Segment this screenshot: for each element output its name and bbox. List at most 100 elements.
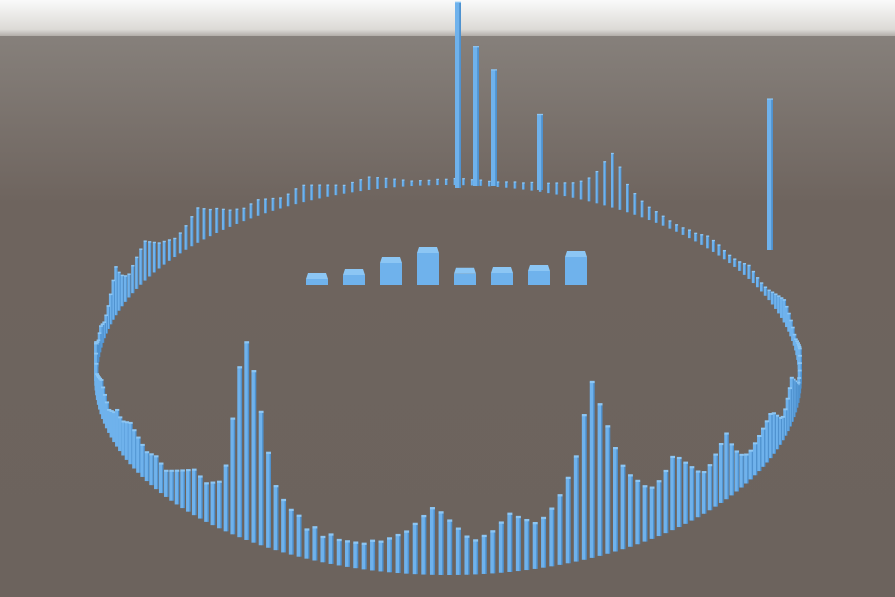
ring-bar — [158, 462, 164, 494]
ring-bar — [464, 535, 470, 575]
ring-bar — [157, 242, 161, 269]
ring-bar — [515, 515, 521, 572]
ring-bar — [490, 530, 496, 574]
ring-bar — [597, 403, 603, 556]
ring-bar — [191, 468, 197, 516]
ring-bar — [620, 464, 626, 550]
ring-bar — [718, 442, 724, 503]
ring-bar — [700, 234, 704, 245]
ring-bar — [513, 181, 517, 189]
center-band-bars — [306, 247, 587, 285]
ring-bar — [359, 179, 363, 192]
ring-bar — [706, 235, 710, 249]
ring-bar — [429, 507, 435, 575]
ring-bar — [611, 152, 614, 208]
ring-bar — [656, 480, 662, 537]
ring-bar — [436, 178, 439, 186]
ring-bar — [747, 264, 751, 279]
ring-bar — [767, 289, 771, 301]
ring-bar — [210, 481, 216, 526]
ring-bar — [361, 542, 367, 570]
ring-bar — [724, 432, 729, 500]
ring-bar — [707, 464, 713, 511]
ring-bar — [498, 521, 504, 573]
ring-bar — [139, 248, 143, 285]
ring-bar — [279, 197, 282, 209]
ring-bar — [384, 177, 388, 189]
ring-bar — [387, 537, 393, 573]
ring-bar — [628, 474, 633, 547]
ring-bar — [752, 442, 758, 476]
ring-bar — [734, 450, 740, 492]
ring-bar — [722, 249, 726, 260]
ring-bar — [264, 198, 267, 214]
ring-bar — [447, 519, 453, 575]
ring-spike-bar — [473, 46, 479, 186]
ring-bar — [273, 485, 279, 551]
ring-bar — [228, 209, 232, 227]
ring-bar — [635, 479, 641, 545]
ring-bar — [768, 412, 773, 459]
ring-bar — [761, 427, 766, 467]
center-band-bar — [528, 265, 550, 285]
ring-bar — [167, 239, 171, 261]
center-band-bar — [417, 247, 439, 285]
ring-bar — [288, 508, 294, 555]
ring-bar — [318, 184, 322, 199]
ring-bar — [757, 434, 762, 472]
ring-bar — [370, 539, 376, 571]
ring-bar — [237, 366, 243, 538]
ring-bar — [748, 449, 754, 480]
ring-bar — [117, 271, 121, 311]
ring-bar — [573, 455, 579, 562]
ring-bar — [294, 188, 298, 205]
ring-bar — [128, 421, 133, 465]
ring-bar — [404, 530, 410, 574]
ring-bar — [342, 184, 346, 194]
ring-bar — [304, 528, 310, 559]
ring-bar — [589, 380, 595, 558]
ring-bar — [180, 469, 185, 509]
ring-bar — [320, 535, 326, 563]
ring-bar — [557, 494, 563, 565]
ring-bar — [123, 275, 128, 302]
ring-bar — [132, 429, 137, 469]
ring-bar — [344, 540, 350, 567]
ring-bar — [136, 436, 141, 473]
ring-bar — [223, 464, 229, 532]
ring-bar — [618, 166, 622, 210]
ring-bar — [640, 200, 644, 218]
ring-bar — [221, 208, 225, 230]
ring-bar — [190, 216, 194, 247]
ring-bar — [286, 193, 290, 207]
ring-bar — [419, 180, 422, 186]
ring-bar — [196, 207, 200, 243]
ring-bar — [605, 425, 611, 554]
ring-bar — [438, 511, 444, 575]
ring-bar — [149, 453, 154, 486]
ring-bar — [174, 469, 180, 505]
ring-bar — [296, 514, 302, 557]
ring-back-bars — [94, 1, 802, 380]
ring-bar — [547, 182, 550, 194]
center-band-bar — [380, 257, 402, 285]
ring-bar — [121, 420, 126, 456]
ring-bar — [326, 184, 330, 197]
ring-bar — [186, 469, 191, 512]
ring-bar — [759, 282, 764, 292]
ring-bar — [334, 184, 338, 196]
ring-bar — [353, 541, 359, 569]
ring-bar — [681, 227, 685, 235]
ring-spike-bar — [455, 1, 461, 189]
ring-bar — [148, 241, 152, 277]
ring-bar — [256, 199, 260, 216]
ring-bar — [197, 475, 203, 519]
ring-bar — [127, 273, 131, 298]
ring-spike-bar — [537, 113, 543, 190]
ring-bar — [739, 453, 744, 488]
ring-bar — [613, 447, 618, 552]
ring-bar — [421, 514, 427, 575]
ring-bar — [410, 180, 414, 187]
ring-bar — [633, 192, 637, 215]
